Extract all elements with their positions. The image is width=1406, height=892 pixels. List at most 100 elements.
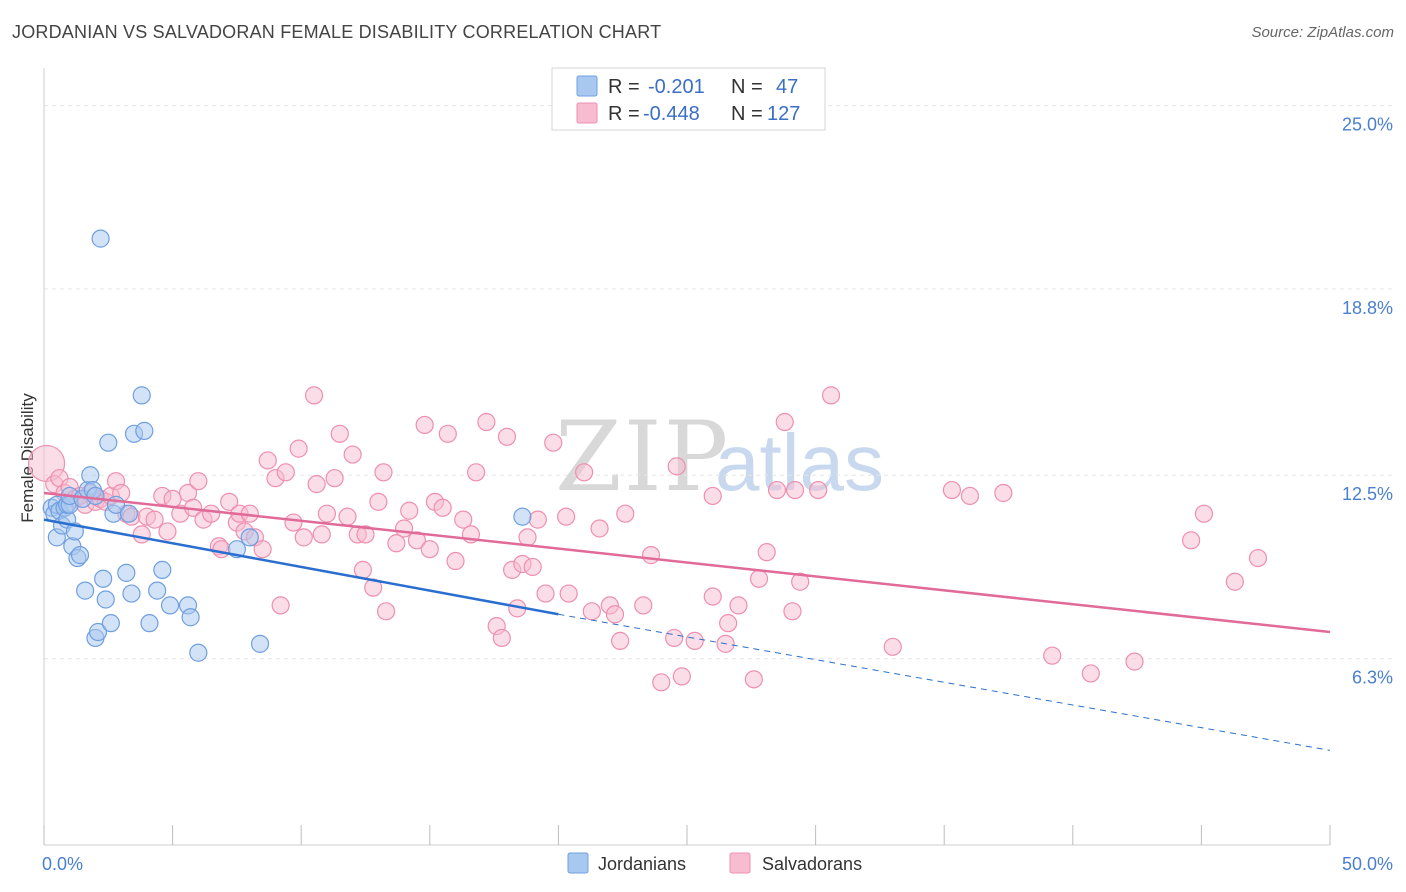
jordanian-point [140, 614, 159, 633]
salvadoran-point [1248, 548, 1268, 568]
salvadoran-point [400, 501, 419, 520]
salvadoran-point [220, 492, 239, 511]
salvadoran-point [145, 510, 164, 529]
salvadoran-point [960, 486, 980, 506]
salvadoran-point [672, 667, 691, 686]
bottom-legend-swatch-jordanian [567, 852, 589, 874]
legend-r-label-1: R = [608, 76, 640, 98]
salvadoran-point [1043, 646, 1062, 665]
salvadoran-point [719, 614, 738, 633]
salvadoran-point [767, 480, 787, 500]
jordanian-point [94, 569, 113, 588]
salvadoran-point [783, 602, 802, 621]
salvadoran-point [276, 463, 295, 482]
salvadoran-point [294, 528, 313, 547]
salvadoran-point [749, 569, 769, 588]
y-tick-label: 18.8% [1342, 298, 1393, 318]
legend-r-label-2: R = [608, 103, 640, 125]
jordanian-point [91, 229, 110, 248]
salvadoran-point [415, 415, 434, 435]
jordanian-point [119, 504, 138, 523]
salvadoran-point [420, 540, 439, 559]
salvadoran-point [528, 510, 547, 529]
jordanian-point [81, 466, 100, 485]
salvadoran-point [374, 463, 393, 482]
bottom-legend-swatch-salvadoran [729, 852, 751, 874]
salvadoran-point [289, 439, 308, 458]
jordanian-trend-line [43, 518, 559, 616]
jordanian-point [86, 486, 105, 506]
salvadoran-point [271, 596, 290, 615]
jordanian-point [99, 433, 118, 452]
bottom-legend-salvadorans: Salvadorans [762, 854, 862, 874]
salvadoran-point [258, 451, 277, 470]
salvadoran-point [575, 463, 594, 482]
legend-r-value-2: -0.448 [643, 103, 700, 125]
jordanian-point [88, 622, 108, 642]
salvadoran-point [616, 504, 635, 523]
salvadoran-point [338, 507, 357, 526]
y-tick-labels: 6.3% 12.5% 18.8% 25.0% [1342, 114, 1393, 687]
salvadoran-point [433, 498, 452, 517]
salvadoran-point [492, 628, 511, 648]
jordanian-point [250, 634, 270, 653]
salvadoran-point [158, 522, 177, 541]
salvadoran-point [325, 469, 344, 488]
salvadoran-point [544, 433, 563, 452]
salvadoran-point [518, 528, 537, 547]
x-axis-ticks [43, 825, 1331, 845]
y-axis-label: Female Disability [18, 393, 37, 523]
salvadoran-point [785, 480, 805, 500]
salvadoran-points [27, 386, 1268, 692]
salvadoran-point [369, 492, 388, 511]
salvadoran-point [634, 596, 653, 615]
legend-n-value-1: 47 [776, 76, 798, 98]
salvadoran-point [1182, 531, 1201, 550]
chart-source: Source: ZipAtlas.com [1251, 24, 1394, 41]
salvadoran-point [466, 463, 486, 482]
y-tick-label: 12.5% [1342, 484, 1393, 504]
salvadoran-point [1125, 652, 1144, 671]
salvadoran-point [253, 540, 272, 559]
jordanian-points [42, 229, 532, 662]
salvadoran-point [559, 584, 578, 603]
jordanian-point [240, 528, 259, 547]
salvadoran-point [605, 605, 625, 624]
salvadoran-point [652, 673, 671, 692]
salvadoran-point [729, 596, 748, 615]
salvadoran-point [477, 412, 496, 432]
salvadoran-point [497, 427, 517, 446]
salvadoran-point [523, 557, 542, 577]
salvadoran-point [189, 472, 208, 491]
salvadoran-point [284, 513, 303, 532]
jordanian-point [153, 560, 172, 580]
watermark-zip: ZIP [555, 401, 730, 513]
jordanian-trend-extension [558, 613, 1331, 751]
salvadoran-point [590, 519, 609, 538]
salvadoran-point [307, 475, 326, 494]
salvadoran-point [536, 584, 555, 603]
legend-n-value-2: 127 [767, 103, 800, 125]
salvadoran-point [312, 525, 331, 544]
jordanian-point [122, 584, 141, 603]
y-tick-label: 25.0% [1342, 114, 1393, 134]
salvadoran-point [557, 507, 576, 526]
salvadoran-point [356, 525, 375, 544]
salvadoran-point [353, 560, 373, 580]
salvadoran-point [703, 587, 722, 606]
salvadoran-point [744, 670, 763, 689]
salvadoran-point [667, 457, 686, 476]
legend-n-label-1: N = [731, 76, 763, 98]
salvadoran-point [641, 546, 661, 565]
salvadoran-point [1225, 572, 1244, 591]
salvadoran-point [376, 602, 396, 621]
legend-swatch-jordanian [576, 75, 598, 97]
jordanian-point [189, 643, 208, 662]
bottom-legend-jordanians: Jordanians [598, 854, 686, 874]
salvadoran-point [212, 540, 231, 559]
jordanian-point [135, 421, 154, 440]
salvadoran-point [317, 504, 337, 523]
jordanian-point [76, 581, 95, 600]
jordanian-point [96, 590, 115, 609]
